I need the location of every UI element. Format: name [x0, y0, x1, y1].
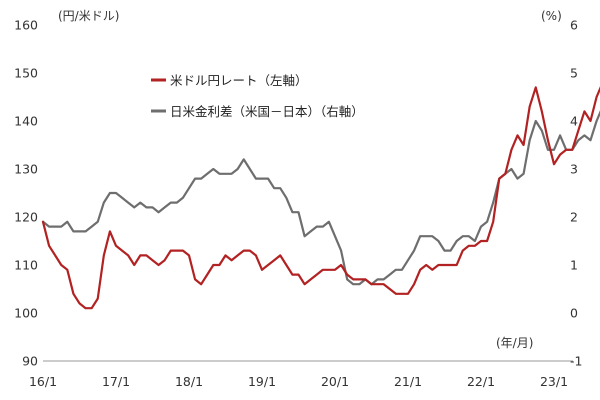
left-axis-unit: (円/米ドル): [58, 9, 119, 23]
left-axis-ticks: 90 100 110 120 130 140 150 160: [14, 18, 38, 369]
right-axis-ticks: -1 0 1 2 3 4 5 6: [570, 18, 582, 369]
left-tick-label: 130: [14, 162, 38, 177]
series-rate-spread-line: [41, 110, 600, 286]
x-tick-label: 17/1: [102, 374, 130, 389]
right-tick-label: 4: [570, 114, 578, 129]
left-tick-label: 120: [14, 210, 38, 225]
right-tick-label: 1: [570, 258, 578, 273]
x-tick-label: 21/1: [394, 374, 422, 389]
left-tick-label: 160: [14, 18, 38, 33]
x-tick-label: 22/1: [467, 374, 495, 389]
legend-label-usdjpy: 米ドル円レート（左軸）: [170, 73, 308, 88]
left-tick-label: 150: [14, 66, 38, 81]
left-tick-label: 100: [14, 306, 38, 321]
left-tick-label: 140: [14, 114, 38, 129]
x-axis-ticks: 16/1 17/1 18/1 19/1 20/1 21/1 22/1 23/1: [29, 374, 568, 389]
x-tick-label: 20/1: [321, 374, 349, 389]
legend: 米ドル円レート（左軸） 日米金利差（米国－日本）（右軸）: [151, 73, 364, 119]
right-tick-label: 5: [570, 66, 578, 81]
legend-label-rate-spread: 日米金利差（米国－日本）（右軸）: [170, 104, 364, 119]
series-group: [41, 86, 600, 310]
x-tick-label: 23/1: [540, 374, 568, 389]
x-tick-label: 16/1: [29, 374, 57, 389]
left-tick-label: 90: [22, 354, 38, 369]
right-tick-label: 0: [570, 306, 578, 321]
x-tick-label: 18/1: [175, 374, 203, 389]
left-tick-label: 110: [14, 258, 38, 273]
x-axis-unit: (年/月): [496, 336, 533, 350]
x-tick-label: 19/1: [248, 374, 276, 389]
right-axis-unit: (%): [541, 9, 562, 23]
right-tick-label: 6: [570, 18, 578, 33]
series-usdjpy-line: [41, 86, 600, 310]
right-tick-label: 2: [570, 210, 578, 225]
right-tick-label: -1: [570, 354, 582, 369]
right-tick-label: 3: [570, 162, 578, 177]
